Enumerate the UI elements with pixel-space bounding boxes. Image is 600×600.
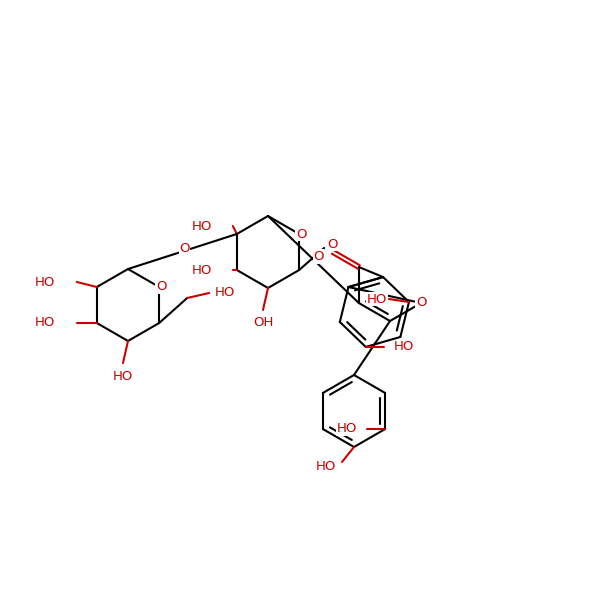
- Text: O: O: [179, 242, 190, 255]
- Text: HO: HO: [191, 263, 212, 277]
- Text: HO: HO: [215, 286, 236, 299]
- Text: HO: HO: [337, 422, 357, 436]
- Text: O: O: [416, 296, 427, 310]
- Text: HO: HO: [367, 293, 387, 305]
- Text: HO: HO: [191, 220, 212, 232]
- Text: HO: HO: [316, 461, 336, 473]
- Text: HO: HO: [34, 275, 55, 289]
- Text: O: O: [156, 280, 166, 293]
- Text: O: O: [313, 250, 323, 263]
- Text: HO: HO: [113, 370, 133, 383]
- Text: O: O: [296, 227, 307, 241]
- Text: OH: OH: [253, 317, 273, 329]
- Text: HO: HO: [394, 340, 414, 353]
- Text: HO: HO: [34, 317, 55, 329]
- Text: O: O: [328, 238, 338, 251]
